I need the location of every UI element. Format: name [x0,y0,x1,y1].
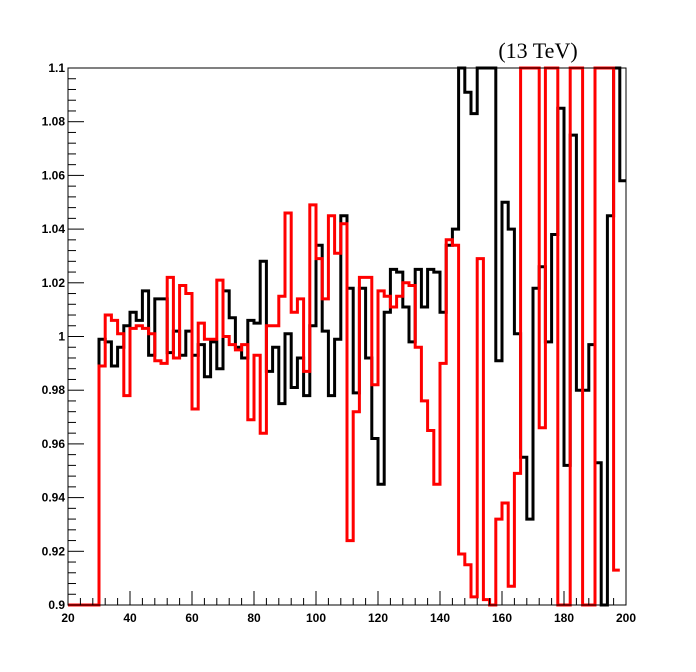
x-tick-label: 60 [185,611,199,625]
y-tick-label: 1.02 [42,276,66,290]
x-tick-label: 20 [61,611,75,625]
x-tick-label: 200 [616,611,636,625]
series-layer [68,66,626,607]
y-tick-label: 0.92 [42,544,66,558]
series-2-line [68,66,620,607]
y-tick-label: 1.08 [42,115,66,129]
x-tick-label: 100 [306,611,326,625]
x-tick-label: 40 [123,611,137,625]
y-tick-label: 1 [58,330,65,344]
y-tick-label: 0.9 [48,598,65,612]
y-tick-label: 0.94 [42,491,66,505]
y-tick-label: 0.96 [42,437,66,451]
axes-layer: 20 40 60 80 100 120 140 160 180 200 0.9 0.92 0.94 0.9… [42,61,637,625]
x-tick-label: 140 [430,611,450,625]
y-tick-label: 1.06 [42,168,66,182]
chart-title: (13 TeV) [498,38,577,63]
x-tick-label: 120 [368,611,388,625]
y-tick-label: 1.04 [42,222,66,236]
x-tick-label: 180 [554,611,574,625]
x-tick-label: 80 [247,611,261,625]
y-tick-label: 0.98 [42,383,66,397]
y-tick-label: 1.1 [48,61,65,75]
x-tick-label: 160 [492,611,512,625]
